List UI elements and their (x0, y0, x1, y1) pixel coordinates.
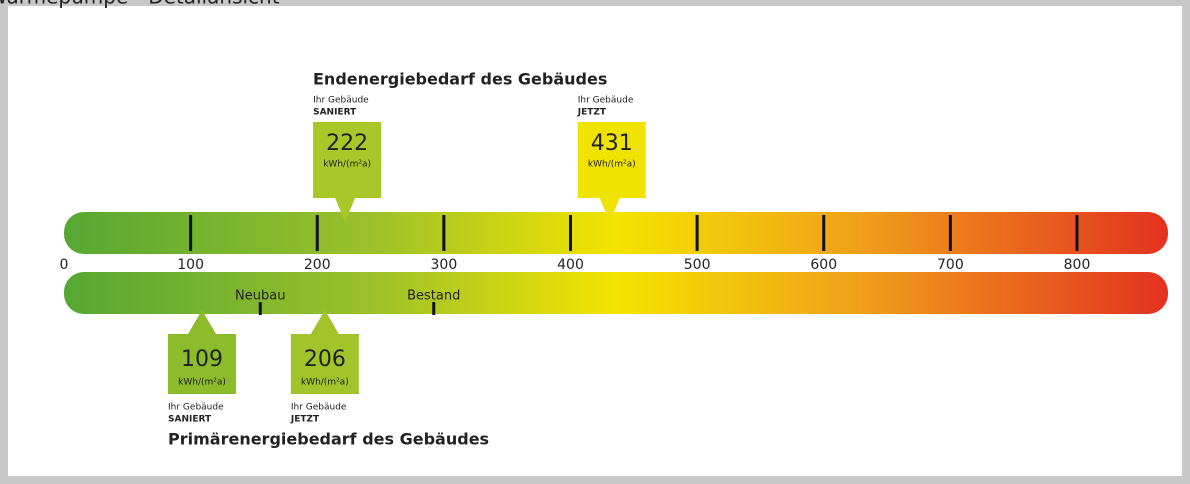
tick-label: 800 (1064, 257, 1091, 273)
primary-energy-title: Primärenergiebedarf des Gebäudes (168, 430, 489, 449)
reference-label: Neubau (235, 289, 285, 304)
scale-bar-bottom (64, 272, 1168, 314)
marker-unit: kWh/(m²a) (178, 378, 226, 388)
scale-bar-top (64, 212, 1168, 254)
marker-state: SANIERT (313, 108, 357, 118)
value-marker (313, 122, 382, 222)
tick-label: 100 (177, 257, 204, 273)
marker-unit: kWh/(m²a) (301, 378, 349, 388)
tick-label: 0 (60, 257, 69, 273)
marker-unit: kWh/(m²a) (323, 160, 371, 170)
reference-label: Bestand (407, 289, 460, 304)
marker-caption: Ihr Gebäude (578, 96, 634, 106)
tick-label: 500 (684, 257, 711, 273)
final-energy-title: Endenergiebedarf des Gebäudes (313, 70, 607, 89)
marker-caption: Ihr Gebäude (313, 96, 369, 106)
marker-caption: Ihr Gebäude (291, 403, 347, 413)
marker-value: 431 (591, 131, 633, 156)
marker-state: SANIERT (168, 415, 212, 425)
marker-unit: kWh/(m²a) (588, 160, 636, 170)
page-title: Wärmepumpe - Detailansicht (0, 0, 280, 9)
value-marker (290, 310, 359, 394)
tick-label: 600 (810, 257, 837, 273)
marker-state: JETZT (577, 108, 607, 118)
tick-label: 200 (304, 257, 331, 273)
tick-label: 700 (937, 257, 964, 273)
marker-caption: Ihr Gebäude (168, 403, 224, 413)
value-marker (168, 310, 237, 394)
tick-label: 300 (431, 257, 458, 273)
marker-value: 109 (181, 347, 223, 372)
marker-value: 206 (304, 347, 346, 372)
marker-state: JETZT (290, 415, 320, 425)
marker-value: 222 (326, 131, 368, 156)
tick-label: 400 (557, 257, 584, 273)
value-marker (577, 122, 646, 222)
